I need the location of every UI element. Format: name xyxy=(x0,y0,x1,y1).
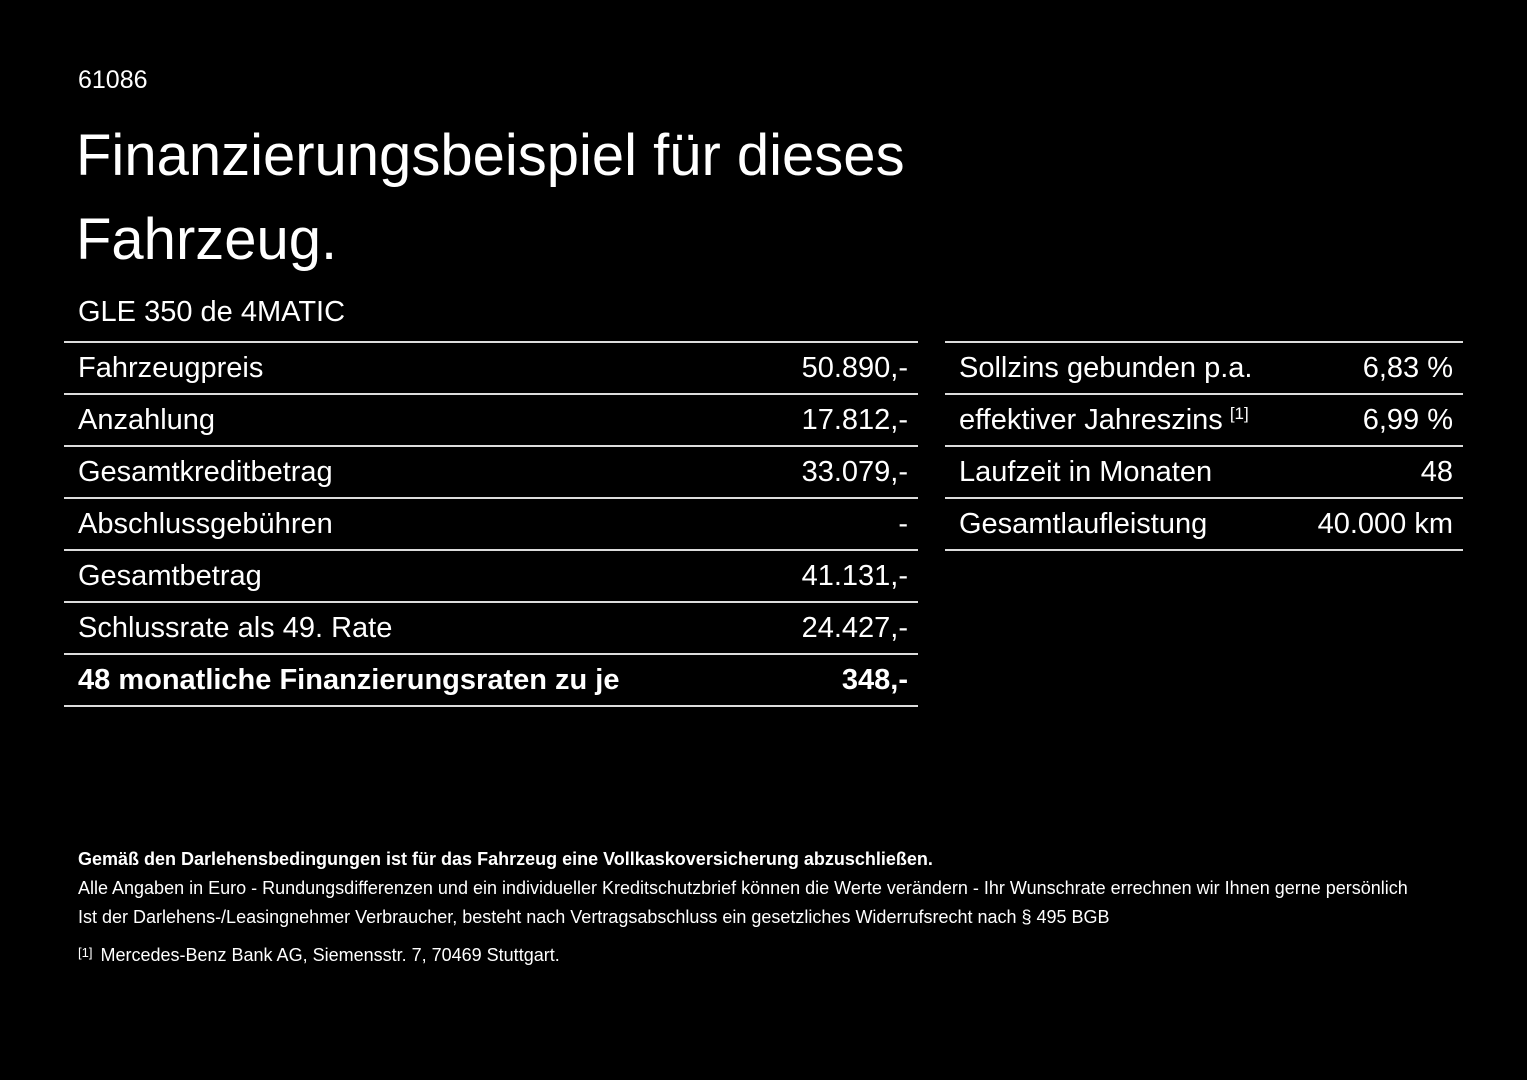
footnote-ref-marker: [1] xyxy=(1229,403,1249,423)
footnote-text: Mercedes-Benz Bank AG, Siemensstr. 7, 70… xyxy=(100,945,560,965)
table-row: Gesamtkreditbetrag 33.079,- xyxy=(64,445,918,497)
finance-table: Fahrzeugpreis 50.890,- Anzahlung 17.812,… xyxy=(64,341,918,707)
row-label: Gesamtkreditbetrag xyxy=(78,455,333,488)
row-label: effektiver Jahreszins [1] xyxy=(959,404,1249,437)
footer: Gemäß den Darlehensbedingungen ist für d… xyxy=(78,845,1468,971)
table-row: Gesamtlaufleistung 40.000 km xyxy=(945,497,1463,549)
table-row: Sollzins gebunden p.a. 6,83 % xyxy=(945,341,1463,393)
table-row: Anzahlung 17.812,- xyxy=(64,393,918,445)
row-label: 48 monatliche Finanzierungsraten zu je xyxy=(78,663,620,696)
table-row: Abschlussgebühren - xyxy=(64,497,918,549)
row-value: 17.812,- xyxy=(801,403,908,436)
row-value: - xyxy=(898,507,908,540)
table-row-monthly-rate: 48 monatliche Finanzierungsraten zu je 3… xyxy=(64,653,918,705)
conditions-table: Sollzins gebunden p.a. 6,83 % effektiver… xyxy=(945,341,1463,551)
row-label: Abschlussgebühren xyxy=(78,507,333,540)
row-value: 6,83 % xyxy=(1362,351,1453,384)
table-row: Fahrzeugpreis 50.890,- xyxy=(64,341,918,393)
table-row: Schlussrate als 49. Rate 24.427,- xyxy=(64,601,918,653)
row-value: 48 xyxy=(1420,455,1453,488)
row-label: Schlussrate als 49. Rate xyxy=(78,611,393,644)
row-value: 33.079,- xyxy=(801,455,908,488)
table-row: Laufzeit in Monaten 48 xyxy=(945,445,1463,497)
page-title: Finanzierungsbeispiel für dieses Fahrzeu… xyxy=(76,123,905,272)
row-label: Laufzeit in Monaten xyxy=(959,455,1213,488)
row-value: 24.427,- xyxy=(801,611,908,644)
footnote-ref-marker: [1] xyxy=(78,945,93,960)
row-label: Fahrzeugpreis xyxy=(78,351,264,384)
row-label: Anzahlung xyxy=(78,403,216,436)
table-row: effektiver Jahreszins [1] 6,99 % xyxy=(945,393,1463,445)
row-value: 6,99 % xyxy=(1362,403,1453,436)
footer-insurance-note: Gemäß den Darlehensbedingungen ist für d… xyxy=(78,849,933,869)
footer-disclaimer-line-2: Ist der Darlehens-/Leasingnehmer Verbrau… xyxy=(78,907,1110,927)
row-label: Gesamtbetrag xyxy=(78,559,262,592)
footer-footnote: [1] Mercedes-Benz Bank AG, Siemensstr. 7,… xyxy=(78,941,1468,971)
row-value: 41.131,- xyxy=(801,559,908,592)
footer-disclaimer-line-1: Alle Angaben in Euro - Rundungsdifferenz… xyxy=(78,878,1408,898)
row-label: Sollzins gebunden p.a. xyxy=(959,351,1253,384)
row-value: 40.000 km xyxy=(1317,507,1453,540)
vehicle-name: GLE 350 de 4MATIC xyxy=(78,296,346,328)
document-code: 61086 xyxy=(78,66,148,94)
row-value: 50.890,- xyxy=(801,351,908,384)
row-label-text: effektiver Jahreszins xyxy=(959,403,1223,436)
row-label: Gesamtlaufleistung xyxy=(959,507,1208,540)
row-value: 348,- xyxy=(841,663,908,696)
table-row: Gesamtbetrag 41.131,- xyxy=(64,549,918,601)
